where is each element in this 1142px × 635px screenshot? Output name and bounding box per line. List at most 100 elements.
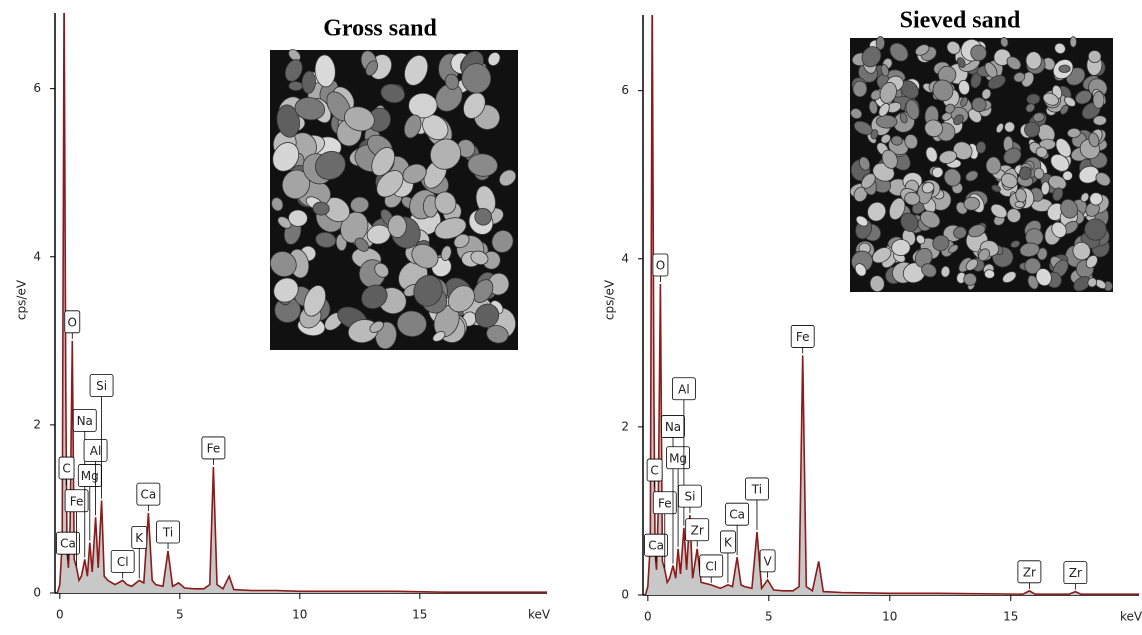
micrograph-grain [444, 73, 460, 90]
micrograph-grain [1013, 72, 1026, 83]
micrograph-grain [1060, 104, 1069, 115]
micrograph-grain [434, 217, 467, 240]
peak-label-box [790, 325, 815, 348]
micrograph-grain [1000, 37, 1009, 48]
micrograph-grain [1064, 96, 1076, 107]
peak-label: C [650, 464, 658, 478]
micrograph-grain [467, 153, 498, 177]
micrograph-grain [396, 310, 427, 337]
micrograph-grain [904, 134, 918, 150]
peak-label-box [725, 502, 750, 526]
micrograph-grain [404, 54, 429, 86]
micrograph-grain [288, 49, 301, 62]
micrograph-grain [1092, 91, 1105, 109]
micrograph-grain [953, 114, 964, 126]
micrograph-grain [870, 89, 882, 101]
micrograph-grain [288, 209, 308, 227]
peak-label-box [1017, 560, 1042, 584]
micrograph-grain [491, 230, 514, 253]
micrograph-grain [888, 197, 906, 221]
micrograph-grain [312, 201, 330, 216]
micrograph-grain [1006, 56, 1022, 70]
micrograph-grain [1010, 240, 1021, 248]
spectrum [644, 15, 1139, 595]
micrograph-grain [1050, 153, 1070, 172]
spectrum-line [56, 13, 547, 593]
micrograph-grain [303, 285, 327, 317]
micrograph-grain [990, 203, 1008, 219]
peak-label: O [656, 258, 665, 272]
x-tick-label: 10 [292, 608, 307, 622]
micrograph-grain [981, 88, 992, 100]
micrograph-grain [440, 245, 452, 261]
peak-label: Si [96, 379, 107, 393]
micrograph-grain [904, 191, 921, 206]
peak-label: K [724, 535, 733, 549]
spectrum [56, 13, 547, 593]
micrograph-grain [272, 142, 300, 172]
micrograph-grain [900, 212, 919, 232]
spectrum-line [644, 15, 1139, 595]
y-axis-label: cps/eV [603, 279, 617, 320]
micrograph-grain [1051, 221, 1067, 238]
micrograph-grain [376, 170, 404, 198]
micrograph-grain [870, 129, 879, 140]
peak-label-box [644, 533, 668, 557]
peak-label: O [68, 315, 77, 329]
peak-label-box [745, 477, 769, 501]
micrograph-grain [1019, 166, 1032, 181]
micrograph-grain [850, 108, 863, 120]
x-tick-label: 15 [1003, 610, 1018, 624]
micrograph-grain [1066, 127, 1081, 139]
micrograph-grain [1025, 103, 1036, 113]
micrograph-grain [867, 201, 887, 222]
micrograph-grain [1040, 181, 1050, 196]
y-axis-label: cps/eV [15, 279, 29, 320]
micrograph-grain [1055, 138, 1072, 158]
micrograph-grain [1073, 276, 1091, 292]
micrograph-grain [905, 99, 920, 120]
micrograph-grain [1095, 172, 1111, 187]
micrograph-grain [429, 138, 462, 170]
micrograph-grain [975, 141, 987, 154]
micrograph-grain [365, 60, 379, 76]
peak-label-box [720, 530, 736, 554]
micrograph-grain [498, 169, 517, 187]
peak-label: Ca [729, 508, 745, 522]
micrograph-grain [948, 244, 959, 254]
micrograph-grain [861, 46, 882, 68]
peak-label: Ti [162, 525, 173, 539]
peak-label: Fe [796, 330, 810, 344]
micrograph-grain [1014, 201, 1025, 208]
micrograph-grain [968, 108, 982, 123]
micrograph-grain [963, 196, 981, 211]
micrograph-grain [387, 214, 407, 238]
micrograph-grain [461, 63, 492, 94]
micrograph-grain [1048, 175, 1067, 190]
micrograph-grain [965, 258, 979, 271]
micrograph-grain [276, 104, 300, 138]
micrograph-grain [1087, 277, 1098, 288]
peak-label: Si [684, 490, 695, 504]
micrograph-grain [995, 122, 1004, 134]
chart-title: Sieved sand [900, 8, 1021, 34]
micrograph-grain [1092, 115, 1107, 126]
micrograph-grain [881, 149, 898, 169]
micrograph-grain [985, 156, 1002, 175]
micrograph-grain [970, 44, 987, 62]
micrograph-grain [971, 97, 987, 113]
peak-label-box [110, 549, 135, 573]
x-tick-label: 5 [176, 608, 184, 622]
y-tick-label: 6 [621, 83, 629, 97]
micrograph-grain [1006, 208, 1022, 223]
micrograph-grain [925, 146, 938, 163]
peak-label-box [1063, 561, 1088, 585]
micrograph-grain [1058, 64, 1071, 73]
micrograph-grain [1002, 271, 1017, 284]
micrograph-grain [371, 146, 396, 177]
x-tick-label: 10 [882, 610, 897, 624]
micrograph-grain [1088, 132, 1100, 148]
x-axis-label: keV [528, 608, 551, 622]
micrograph-grain [432, 331, 446, 342]
micrograph-grain [921, 263, 937, 278]
